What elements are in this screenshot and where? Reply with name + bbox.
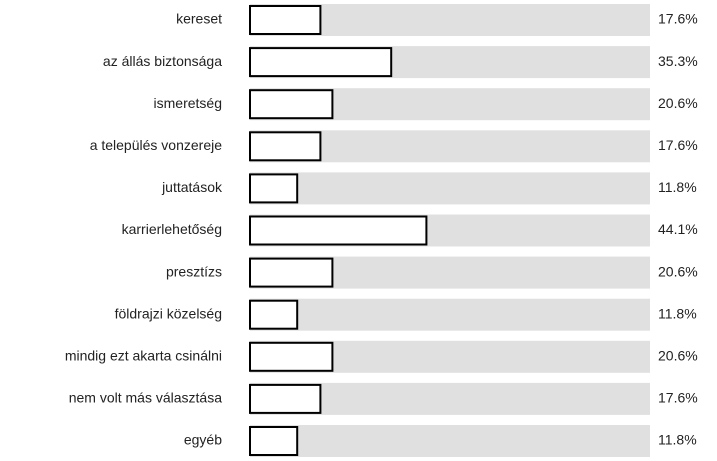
bar: [249, 426, 299, 456]
bar: [249, 299, 299, 330]
value-label: 11.8%: [658, 179, 697, 195]
value-label: 11.8%: [658, 432, 697, 448]
value-label: 20.6%: [658, 348, 698, 364]
bar: [249, 383, 322, 414]
value-label: 35.3%: [658, 53, 698, 69]
value-label: 20.6%: [658, 95, 698, 111]
category-label: ismeretség: [154, 95, 222, 111]
bar: [249, 215, 428, 246]
bar: [249, 89, 334, 120]
bar: [249, 173, 299, 204]
category-label: karrierlehetőség: [122, 221, 222, 237]
bar-track: [250, 172, 650, 205]
bar-track: [250, 425, 650, 457]
category-label: az állás biztonsága: [103, 53, 222, 69]
category-label: egyéb: [184, 432, 222, 448]
value-label: 20.6%: [658, 263, 698, 279]
category-label: földrajzi közelség: [115, 305, 222, 321]
bar: [249, 341, 334, 372]
bar: [249, 5, 322, 35]
category-label: presztízs: [166, 263, 222, 279]
value-label: 17.6%: [658, 390, 698, 406]
bar-track: [250, 298, 650, 331]
category-label: nem volt más választása: [69, 390, 222, 406]
category-label: a település vonzereje: [90, 137, 223, 153]
value-label: 17.6%: [658, 11, 698, 27]
category-label: juttatások: [161, 179, 223, 195]
category-label: mindig ezt akarta csinálni: [65, 348, 222, 364]
bar: [249, 131, 322, 162]
bar: [249, 257, 334, 288]
value-label: 11.8%: [658, 305, 697, 321]
value-label: 44.1%: [658, 221, 698, 237]
value-label: 17.6%: [658, 137, 698, 153]
category-label: kereset: [176, 11, 222, 27]
bar: [249, 47, 393, 78]
